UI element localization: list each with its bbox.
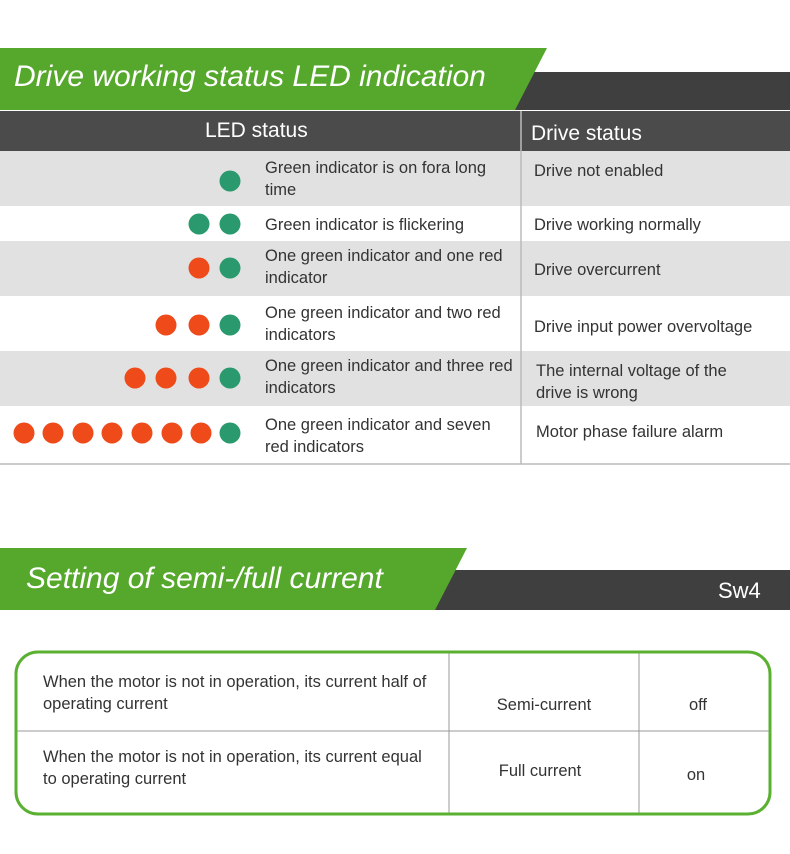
section-title: Setting of semi-/full current <box>26 562 383 595</box>
mode: Full current <box>498 761 582 780</box>
drive-status: Drive not enabled <box>534 162 664 180</box>
led-description: One green indicator and one red indicato… <box>265 247 503 287</box>
red-led <box>124 367 146 389</box>
condition: When the motor is not in operation, its … <box>43 672 427 713</box>
green-led <box>219 367 241 389</box>
red-led <box>72 422 94 444</box>
led-description: One green indicator and three red indica… <box>265 357 513 397</box>
green-led <box>219 314 241 336</box>
banner-dark-bar <box>515 72 790 110</box>
banner-dark-bar <box>435 570 790 610</box>
drive-status: Drive working normally <box>534 215 701 234</box>
red-led <box>155 367 177 389</box>
led-dots <box>13 170 241 444</box>
column-header: Drive status <box>531 122 642 145</box>
led-description: One green indicator and two red indicato… <box>265 303 501 344</box>
switch-label: Sw4 <box>718 578 761 603</box>
drive-status: The internal voltage of the drive is wro… <box>536 361 727 402</box>
banner-green <box>0 548 467 610</box>
green-led <box>219 170 241 192</box>
row-bg <box>0 241 790 296</box>
row-bg <box>0 151 790 206</box>
switch-state: off <box>688 695 708 714</box>
green-led <box>219 422 241 444</box>
drive-status: Drive overcurrent <box>534 261 661 279</box>
red-led <box>155 314 177 336</box>
led-description: Green indicator is on fora long time <box>265 158 487 199</box>
led-description: Green indicator is flickering <box>265 215 464 234</box>
green-led <box>188 213 210 235</box>
section-title: Drive working status LED indication <box>14 60 486 93</box>
red-led <box>101 422 123 444</box>
drive-status: Drive input power overvoltage <box>534 317 753 336</box>
red-led <box>188 367 210 389</box>
red-led <box>188 257 210 279</box>
led-description: One green indicator and seven red indica… <box>265 416 491 456</box>
table-header <box>0 111 790 151</box>
green-led <box>219 213 241 235</box>
column-header: LED status <box>205 119 308 142</box>
switch-state: on <box>686 765 706 784</box>
red-led <box>190 422 212 444</box>
mode: Semi-current <box>496 695 592 714</box>
red-led <box>161 422 183 444</box>
condition: When the motor is not in operation, its … <box>43 747 422 788</box>
red-led <box>188 314 210 336</box>
banner-green <box>0 48 547 110</box>
green-led <box>219 257 241 279</box>
table-frame <box>14 650 772 816</box>
red-led <box>131 422 153 444</box>
red-led <box>13 422 35 444</box>
red-led <box>42 422 64 444</box>
drive-status: Motor phase failure alarm <box>536 423 724 441</box>
